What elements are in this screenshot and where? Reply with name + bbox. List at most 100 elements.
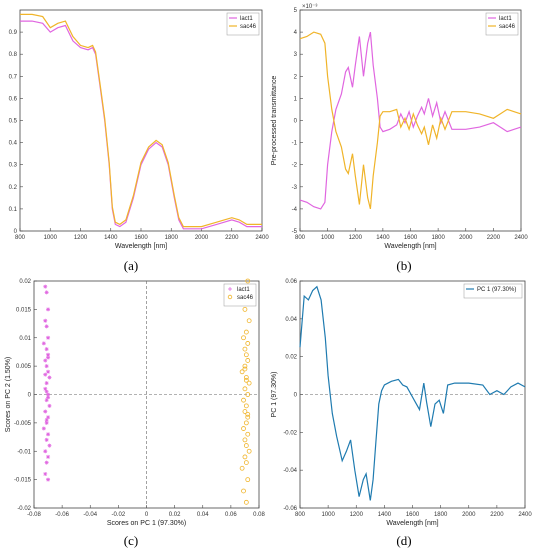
- y-tick-label: 0.8: [9, 52, 18, 58]
- y-tick-label: 0.015: [16, 307, 32, 313]
- data-point-sac46: [242, 409, 248, 414]
- y-tick-label: 0.06: [285, 279, 297, 285]
- data-point-sac46: [239, 465, 245, 471]
- data-point-lact1: [46, 392, 51, 397]
- y-tick-label: -0.015: [14, 478, 32, 484]
- data-point-lact1: [46, 432, 51, 437]
- legend-label: PC 1 (97.30%): [477, 287, 516, 293]
- legend: lact1 sac46: [485, 12, 519, 36]
- data-point-lact1: [46, 355, 51, 360]
- data-point-sac46: [245, 414, 251, 420]
- x-tick-label: 1400: [104, 235, 118, 241]
- series-line-PC 1 (97.30%): [299, 285, 526, 501]
- y-tick-label: 0.1: [9, 207, 18, 213]
- x-axis-label: Wavelength [nm]: [384, 243, 436, 250]
- panel-label: (d): [396, 533, 411, 548]
- data-point-lact1: [44, 437, 49, 442]
- data-point-lact1: [47, 443, 52, 448]
- y-tick-label: -0.04: [283, 468, 297, 474]
- x-tick-label: 2200: [487, 235, 501, 241]
- data-point-lact1: [44, 389, 49, 394]
- y-tick-label: 1: [294, 96, 298, 102]
- x-tick-label: 2200: [225, 235, 239, 241]
- y-axis-label: PC 1 (97.30%): [271, 372, 278, 418]
- data-point-lact1: [43, 284, 48, 289]
- y-tick-label: 0: [14, 229, 18, 235]
- x-tick-label: 0.04: [197, 512, 209, 518]
- y-tick-label: 2: [294, 74, 298, 80]
- x-tick-label: 0.02: [169, 512, 181, 518]
- data-point-sac46: [242, 306, 248, 312]
- x-tick-label: 2400: [518, 512, 532, 518]
- panel-label: (c): [124, 533, 138, 548]
- data-point-sac46: [245, 341, 251, 346]
- data-point-lact1: [46, 395, 51, 400]
- series-line-sac46: [299, 31, 522, 210]
- data-point-sac46: [246, 318, 252, 324]
- x-tick-label: 1000: [321, 235, 335, 241]
- data-point-lact1: [44, 381, 49, 386]
- data-point-sac46: [243, 499, 249, 505]
- x-tick-label: 1600: [406, 512, 420, 518]
- data-point-sac46: [245, 358, 251, 363]
- y-tick-label: -3: [292, 185, 298, 191]
- data-point-sac46: [239, 369, 245, 375]
- data-point-lact1: [46, 352, 51, 357]
- x-tick-label: 1200: [74, 235, 88, 241]
- x-tick-label: 0: [145, 512, 149, 518]
- data-point-sac46: [241, 426, 246, 431]
- x-tick-label: 2000: [462, 512, 476, 518]
- x-tick-label: 1200: [350, 512, 364, 518]
- y-tick-label: 0.7: [9, 74, 18, 80]
- data-point-lact1: [43, 318, 48, 323]
- data-point-lact1: [44, 290, 49, 295]
- data-point-sac46: [245, 477, 251, 483]
- legend: lact1 sac46: [226, 12, 260, 36]
- x-tick-label: 1200: [349, 235, 363, 241]
- y-tick-label: 0.3: [9, 163, 18, 169]
- legend-label: sac46: [237, 295, 254, 301]
- y-tick-label: 4: [294, 30, 298, 36]
- x-axis-label: Wavelength [nm]: [386, 520, 438, 527]
- x-tick-label: 2200: [490, 512, 504, 518]
- data-point-sac46: [243, 375, 249, 380]
- y-tick-label: 0: [294, 393, 298, 399]
- data-point-sac46: [243, 460, 249, 466]
- y-tick-label: 0.04: [285, 317, 297, 323]
- data-point-lact1: [46, 369, 51, 374]
- legend-swatch: [228, 287, 232, 291]
- data-point-lact1: [44, 420, 49, 425]
- data-point-lact1: [46, 307, 51, 312]
- y-tick-label: -0.02: [283, 430, 297, 436]
- data-point-sac46: [246, 448, 252, 454]
- y-tick-label: -0.02: [17, 506, 31, 512]
- x-tick-label: 1000: [321, 512, 335, 518]
- data-point-sac46: [242, 386, 248, 392]
- data-point-lact1: [41, 341, 46, 346]
- data-point-sac46: [241, 488, 246, 494]
- x-axis-label: Wavelength [nm]: [115, 243, 167, 250]
- y-tick-label: 0.02: [285, 355, 297, 361]
- x-tick-label: 2000: [459, 235, 473, 241]
- y-tick-label: 0.9: [9, 30, 18, 36]
- legend-label: lact1: [240, 16, 253, 22]
- x-tick-label: 2000: [195, 235, 209, 241]
- data-point-sac46: [245, 392, 251, 397]
- data-point-lact1: [43, 471, 48, 476]
- data-point-sac46: [242, 346, 248, 352]
- y-axis-label: Scores on PC 2 (1.50%): [5, 357, 12, 432]
- data-point-sac46: [241, 335, 246, 341]
- data-point-lact1: [43, 409, 48, 414]
- y-tick-label: 0: [28, 393, 32, 399]
- data-point-sac46: [242, 454, 248, 460]
- y-tick-label: 3: [294, 52, 298, 58]
- data-point-sac46: [243, 377, 249, 383]
- data-point-lact1: [44, 418, 49, 423]
- x-tick-label: 1400: [376, 235, 390, 241]
- data-point-lact1: [46, 335, 51, 340]
- legend: lact1 sac46: [223, 283, 257, 307]
- data-point-lact1: [44, 324, 49, 329]
- y-tick-label: 0.005: [16, 364, 32, 370]
- data-point-sac46: [241, 397, 246, 403]
